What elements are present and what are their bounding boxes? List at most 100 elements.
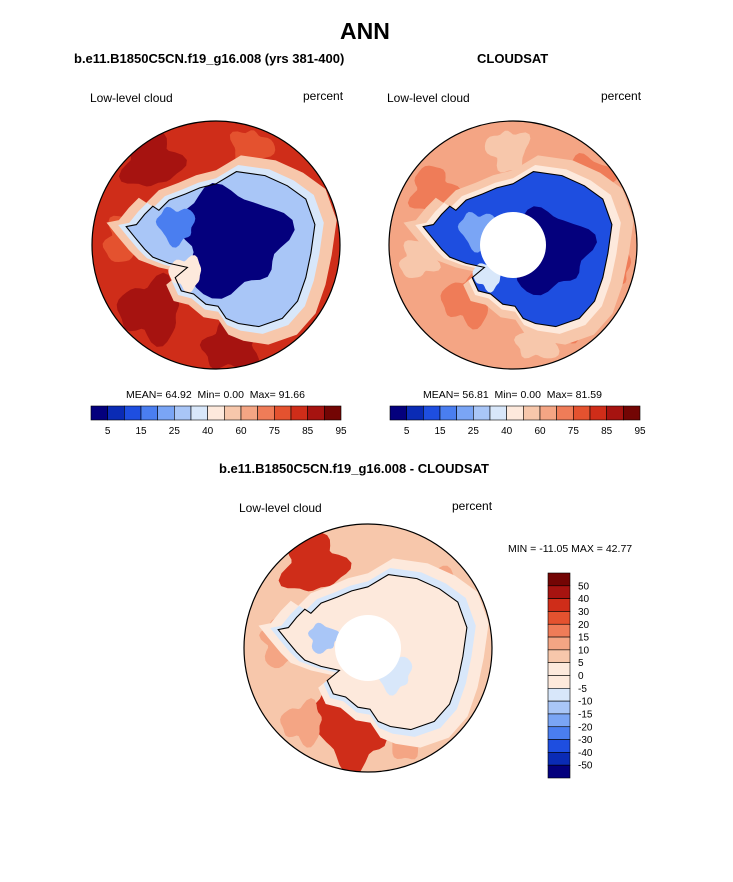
panel3-colorbar-box [547,764,571,779]
panel1-coastline [125,171,316,328]
panel2-mean-label: MEAN= [423,389,460,401]
panel3-coastline [277,574,468,731]
panel3-colorbar-box [547,675,571,689]
panel2-colorbar-box [506,405,524,421]
panel2-polar-map [388,120,638,370]
panel1-map-border [91,120,341,370]
panel3-colorbar-box [547,700,571,715]
panel1-colorbar-box [240,405,258,421]
panel2-colorbar-box [573,405,591,421]
panel1-colorbar-box [224,405,242,421]
panel1-interior-field [175,183,295,299]
panel1-colorbar-tick-label: 15 [135,426,147,437]
panel3-colorbar-tick-label: -15 [578,709,593,720]
panel3-colorbar-tick-label: -10 [578,697,593,708]
panel2-coastline [422,171,613,328]
panel1-colorbar-tick-label: 75 [269,426,281,437]
panel2-colorbar-tick-label: 85 [601,426,613,437]
panel2-colorbar-tick-label: 15 [434,426,446,437]
panel3-colorbar-box [547,713,571,728]
panel3-interior-field [308,622,341,654]
panel1-colorbar-box [207,405,225,421]
panel3-colorbar-tick-label: 50 [578,581,590,592]
panel3-colorbar-box [547,739,571,753]
panel2-colorbar-tick-label: 75 [568,426,580,437]
panel1-colorbar-box [290,405,308,421]
panel1-colorbar-box [257,405,275,421]
panel3-colorbar-tick-label: 5 [578,658,584,669]
panel1-colorbar-tick-label: 5 [105,426,111,437]
panel3-colorbar-tick-label: -50 [578,761,593,772]
panel1-max-label: Max= [249,389,276,401]
panel1-interior-field [155,206,196,248]
panel3-colorbar-tick-label: -20 [578,722,593,733]
panel2-colorbar-box [456,405,474,421]
panel2-colorbar-box [539,405,557,421]
panel2-colorbar: 5 15 25 40 60 75 85 95 [389,405,646,437]
panel1-colorbar-tick-label: 40 [202,426,214,437]
panel3-colorbar-tick-label: -5 [578,684,587,695]
panel3-colorbar-box [547,636,571,651]
panel1-title: b.e11.B1850C5CN.f19_g16.008 (yrs 381-400… [74,51,345,66]
panel1-mean-label: MEAN= [126,389,163,401]
panel1-colorbar-box [174,405,192,421]
panel2-min-label: Min= [494,389,518,401]
panel2-colorbar-box [606,405,624,421]
panel2-colorbar-box [523,405,541,421]
panel3-field-group [244,524,492,772]
panel1-colorbar-box [107,405,125,421]
panel2-colorbar-box [589,405,607,421]
panel2-colorbar-box [439,405,457,421]
panel2-colorbar-tick-label: 5 [404,426,410,437]
panel1-polar-map [91,120,341,370]
panel2-min-value: 0.00 [520,389,541,401]
panel1-colorbar-tick-label: 95 [335,426,347,437]
panel3-colorbar-box [547,623,571,638]
panel1-colorbar-box [140,405,158,421]
panel3-colorbar-box [547,752,571,766]
panel3-minmax: MIN = -11.05 MAX = 42.77 [508,543,633,555]
panel2-max-label: Max= [546,389,573,401]
panel3-colorbar-box [547,649,571,663]
panel3-colorbar-tick-label: -30 [578,735,593,746]
panel1-colorbar-box [274,405,292,421]
panel1-left-label: Low-level cloud [90,91,173,105]
panel3-colorbar-box [547,572,571,587]
panel3-cloud-patch [280,698,322,748]
panel3-colorbar-tick-label: 15 [578,633,590,644]
panel2-stats: MEAN= 56.81 Min= 0.00 Max= 81.59 [423,389,602,401]
panel2-colorbar-box [623,405,641,421]
panel2-colorbar-box [423,405,441,421]
panel1-colorbar-tick-label: 60 [235,426,247,437]
panel3-colorbar-tick-label: 10 [578,645,590,656]
panel1-colorbar-box [307,405,325,421]
panel3-colorbar-box [547,662,571,676]
panel2-field-group [389,121,637,369]
panel1-units-label: percent [303,89,344,103]
panel2-colorbar-box [556,405,574,421]
panel1-min-label: Min= [197,389,221,401]
panel3-title: b.e11.B1850C5CN.f19_g16.008 - CLOUDSAT [219,461,489,476]
panel2-units-label: percent [601,89,642,103]
panel3-colorbar-tick-label: 0 [578,671,584,682]
panel1-stats: MEAN= 64.92 Min= 0.00 Max= 91.66 [126,389,305,401]
panel1-cloud-patch [116,272,180,347]
panel3-left-label: Low-level cloud [239,501,322,515]
panel3-colorbar-box [547,611,571,625]
panel2-mean-value: 56.81 [462,389,489,401]
panel3-colorbar-tick-label: -40 [578,748,593,759]
figure-title: ANN [340,18,390,44]
panel2-colorbar-tick-label: 60 [534,426,546,437]
panel3-colorbar-box [547,726,571,740]
panel1-min-value: 0.00 [223,389,244,401]
panel1-colorbar-box [124,405,142,421]
panel2-title: CLOUDSAT [477,51,549,66]
panel2-max-value: 81.59 [575,389,602,401]
panel3-colorbar-box [547,585,571,599]
panel3-missing-data-hole [335,615,401,681]
panel2-colorbar-box [406,405,424,421]
panel2-colorbar-box [489,405,507,421]
panel1-colorbar-box [90,405,108,421]
panel2-colorbar-box [389,405,407,421]
